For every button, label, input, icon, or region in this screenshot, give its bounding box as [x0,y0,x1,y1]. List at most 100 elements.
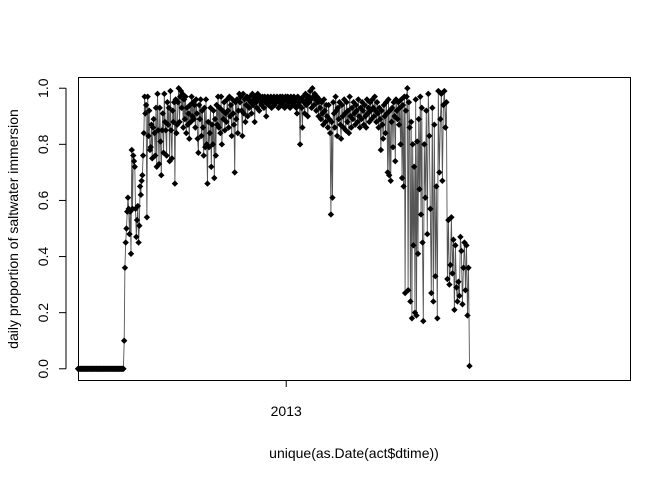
data-point [356,124,364,131]
data-point [376,115,384,123]
data-point [205,118,212,126]
data-point [133,216,141,224]
data-point [331,124,339,131]
plot-frame [78,77,631,381]
data-point [329,194,336,201]
data-point [149,124,157,131]
data-point [152,152,159,159]
data-point [433,183,440,190]
data-point [169,107,176,114]
data-point [144,93,151,100]
data-point [150,115,157,123]
data-point [136,183,144,190]
data-point [230,121,238,128]
data-point [404,85,411,92]
data-point [389,143,397,151]
data-point [240,110,248,117]
data-point [389,104,396,112]
data-point [198,132,205,140]
data-point [156,104,163,112]
data-point [281,104,288,112]
data-point [211,115,219,123]
data-point [260,104,268,112]
data-point [375,124,382,131]
y-tick-label: 1.0 [35,78,51,98]
data-point [406,124,413,131]
data-point [309,85,316,92]
data-point [373,118,380,126]
data-point [176,118,183,126]
data-point [324,124,332,131]
data-point [328,118,335,126]
data-point [338,101,346,109]
data-point [359,107,367,114]
data-point [413,312,420,319]
data-point [218,141,226,148]
data-point [221,127,229,134]
data-point [354,118,361,126]
data-point [227,101,235,109]
data-point [293,110,301,117]
data-point [212,152,220,159]
data-point [142,110,149,117]
data-point [139,171,146,179]
data-point [304,113,312,120]
data-point [123,225,130,232]
data-point [306,87,314,95]
data-point [425,90,432,98]
data-point [337,135,345,142]
data-point [387,177,394,185]
data-point [161,90,168,98]
data-point [145,132,152,140]
data-point [268,104,275,112]
data-point [224,107,232,114]
data-point [192,96,200,103]
data-point [178,104,185,112]
data-point [398,174,406,182]
data-point [225,124,232,131]
y-tick-label: 0.4 [35,247,51,267]
data-point [210,107,217,114]
y-tick-label: 0.8 [35,134,51,154]
data-point [290,93,298,100]
data-point [142,101,150,109]
data-point [316,104,324,112]
data-point [195,101,203,109]
data-point [457,233,464,241]
data-point [360,121,368,128]
data-point [271,101,278,109]
data-point [151,129,158,137]
data-point [193,110,201,117]
data-point [120,365,127,372]
data-point [426,132,433,140]
data-point [392,96,400,103]
data-point [341,96,348,103]
data-point [437,115,444,123]
data-point [130,152,137,159]
data-point [368,115,375,123]
data-point [188,93,195,100]
data-point [170,99,178,106]
data-point [301,110,308,117]
data-point [234,129,241,137]
data-point [217,93,225,100]
data-point [404,287,412,294]
data-point [382,129,389,137]
data-point [246,104,253,112]
data-point [388,118,395,126]
data-point [139,152,147,159]
data-point [170,118,177,126]
data-point [236,99,244,106]
data-point [158,171,165,179]
data-point [219,107,226,114]
data-point [208,121,216,128]
data-point [223,118,230,126]
data-point [343,99,350,106]
data-point [124,194,132,201]
data-point [296,141,304,148]
data-point [322,118,329,126]
data-point [321,107,328,114]
data-point [167,87,174,95]
series-line [78,88,470,370]
data-point [358,115,365,123]
